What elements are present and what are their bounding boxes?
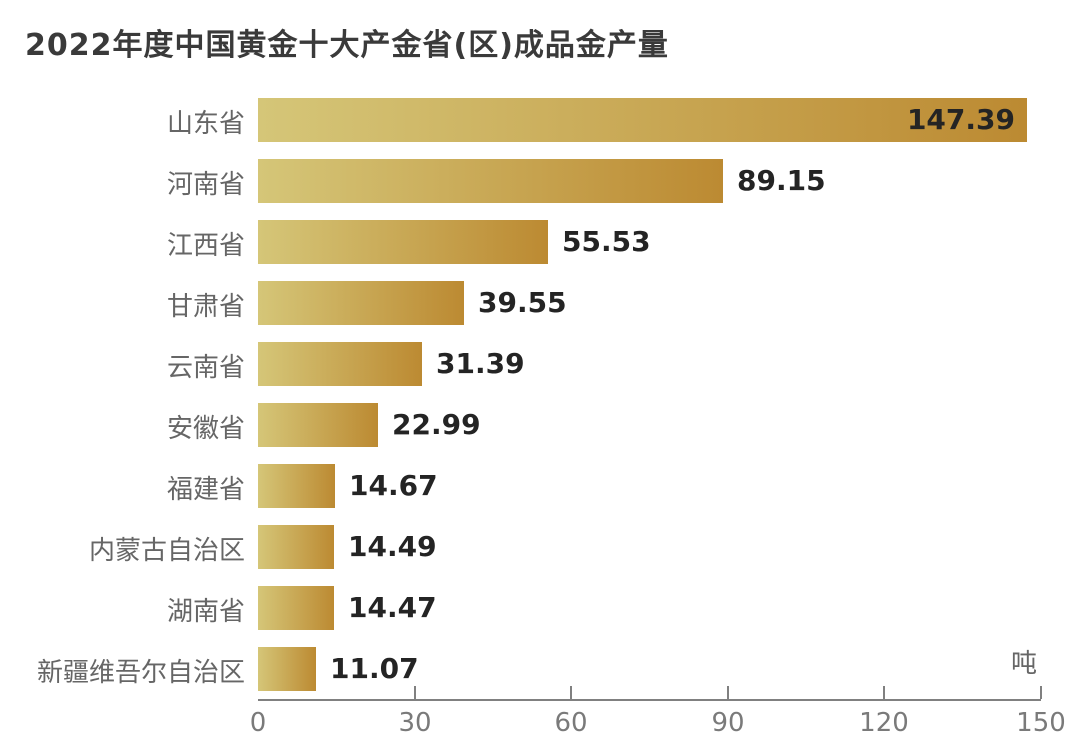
- x-axis-tick-label: 0: [249, 708, 267, 738]
- x-axis-tick-label: 120: [859, 708, 909, 738]
- x-axis-tick-label: 90: [711, 708, 745, 738]
- bar: [258, 220, 548, 264]
- x-axis-tick-mark: [1040, 686, 1042, 699]
- x-axis-line: [258, 699, 1041, 701]
- bar: [258, 525, 334, 569]
- bar: [258, 98, 1027, 142]
- value-label: 89.15: [737, 164, 826, 197]
- x-axis-tick-mark: [414, 686, 416, 699]
- bar: [258, 647, 316, 691]
- x-axis-tick-mark: [727, 686, 729, 699]
- value-label: 14.49: [348, 530, 437, 563]
- category-label: 甘肃省: [166, 292, 245, 322]
- value-label: 22.99: [392, 408, 481, 441]
- bar: [258, 342, 422, 386]
- x-axis-tick-label: 30: [398, 708, 432, 738]
- value-label: 147.39: [906, 103, 1015, 136]
- value-label: 39.55: [478, 286, 567, 319]
- chart-title: 2022年度中国黄金十大产金省(区)成品金产量: [25, 28, 669, 63]
- category-label: 安徽省: [166, 414, 245, 444]
- x-axis-tick-mark: [883, 686, 885, 699]
- axis-unit-label: 吨: [1011, 649, 1038, 679]
- category-label: 山东省: [166, 109, 245, 139]
- x-axis-tick-mark: [570, 686, 572, 699]
- x-axis-tick-label: 150: [1016, 708, 1066, 738]
- bar: [258, 159, 723, 203]
- category-label: 湖南省: [166, 597, 245, 627]
- category-label: 福建省: [166, 475, 245, 505]
- bar: [258, 403, 378, 447]
- bar: [258, 586, 334, 630]
- bar: [258, 281, 464, 325]
- category-label: 新疆维吾尔自治区: [36, 658, 245, 688]
- category-label: 河南省: [166, 170, 245, 200]
- x-axis-tick-label: 60: [554, 708, 588, 738]
- category-label: 内蒙古自治区: [88, 536, 245, 566]
- value-label: 14.47: [348, 591, 437, 624]
- value-label: 31.39: [436, 347, 525, 380]
- value-label: 14.67: [349, 469, 438, 502]
- value-label: 55.53: [562, 225, 651, 258]
- category-label: 江西省: [166, 231, 245, 261]
- bar: [258, 464, 335, 508]
- category-label: 云南省: [166, 353, 245, 383]
- value-label: 11.07: [330, 652, 419, 685]
